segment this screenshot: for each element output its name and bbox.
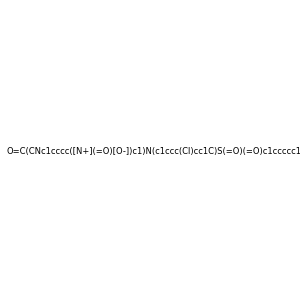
- Text: O=C(CNc1cccc([N+](=O)[O-])c1)N(c1ccc(Cl)cc1C)S(=O)(=O)c1ccccc1: O=C(CNc1cccc([N+](=O)[O-])c1)N(c1ccc(Cl)…: [6, 147, 300, 156]
